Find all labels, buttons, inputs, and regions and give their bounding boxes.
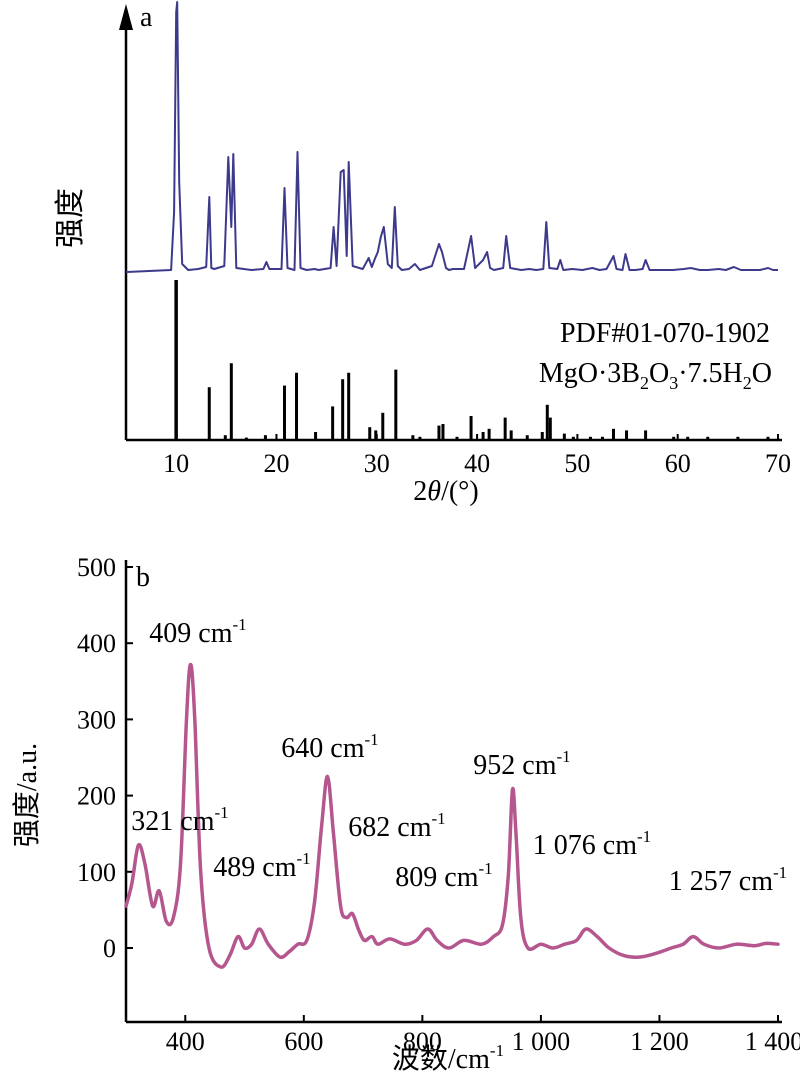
panel-b-raman-spectrum-line: [124, 662, 780, 969]
peak-annotation: 489 cm-1: [213, 849, 310, 883]
panel-b-x-tick-label: 1 400: [745, 1027, 800, 1056]
panel-a-y-axis-arrow: [119, 4, 133, 30]
peak-annotation-text: 682 cm: [348, 812, 431, 843]
peak-annotation: 409 cm-1: [149, 615, 246, 649]
panel-a-x-tick-label: 10: [163, 449, 189, 478]
panel-a-x-tick-label: 50: [564, 449, 590, 478]
peak-annotation: 809 cm-1: [395, 859, 492, 893]
panel-b-x-tick-label: 1 200: [630, 1027, 689, 1056]
peak-annotation-text: 409 cm: [149, 618, 232, 649]
phase-formula-label: MgO·3B2O3·7.5H2O: [539, 358, 772, 393]
peak-annotation: 640 cm-1: [281, 730, 378, 764]
formula-part: O: [649, 358, 669, 389]
panel-a-x-label-suffix: /(°): [441, 476, 479, 507]
panel-b-x-tick-label: 1 000: [512, 1027, 571, 1056]
panel-a-x-tick-label: 60: [665, 449, 691, 478]
peak-annotation-text: 952 cm: [473, 750, 556, 781]
peak-annotation: 321 cm-1: [131, 803, 228, 837]
panel-b-x-tick-label: 400: [166, 1027, 205, 1056]
panel-b-y-tick-label: 100: [77, 858, 116, 887]
peak-annotation-sup: -1: [297, 849, 311, 868]
panel-a: a 强度 10 20 30 40 50 60 70 2θ/(°) PDF#01-070-19…: [54, 1, 791, 507]
panel-a-y-axis-label: 强度: [54, 188, 87, 248]
panel-a-x-ticks: 10 20 30 40 50 60 70: [163, 434, 791, 478]
peak-annotation-sup: -1: [773, 863, 787, 882]
peak-annotation-sup: -1: [557, 747, 571, 766]
peak-annotation-text: 489 cm: [213, 852, 296, 883]
panel-b-y-tick-label: 200: [77, 782, 116, 811]
peak-annotation-sup: -1: [365, 730, 379, 749]
peak-annotation: 1 076 cm-1: [533, 827, 651, 861]
pdf-card-label: PDF#01-070-1902: [560, 318, 770, 349]
formula-part: MgO·3B: [539, 358, 640, 389]
panel-b-x-label-sup: -1: [490, 1041, 504, 1060]
panel-b-y-tick-label: 0: [103, 934, 116, 963]
panel-a-xrd-pattern-line: [125, 1, 778, 273]
peak-annotation: 952 cm-1: [473, 747, 570, 781]
panel-b-x-axis-label: 波数/cm-1: [392, 1041, 504, 1075]
panel-a-letter: a: [140, 2, 153, 33]
panel-b-y-tick-label: 400: [77, 629, 116, 658]
panel-b-x-tick-label: 600: [284, 1027, 323, 1056]
panel-a-x-label-prefix: 2: [413, 476, 427, 507]
peak-annotation-sup: -1: [215, 803, 229, 822]
formula-subscript: 2: [640, 373, 649, 393]
peak-annotation-sup: -1: [637, 827, 651, 846]
peak-annotation: 682 cm-1: [348, 809, 445, 843]
peak-annotation-text: 321 cm: [131, 806, 214, 837]
formula-part: O: [752, 358, 772, 389]
peak-annotation-text: 1 076 cm: [533, 830, 637, 861]
panel-a-x-axis-label: 2θ/(°): [413, 476, 478, 507]
panel-b-x-tick-label: 800: [403, 1027, 442, 1056]
peak-annotation-text: 640 cm: [281, 733, 364, 764]
panel-b-y-ticks: 0 100 200 300 400 500: [77, 553, 133, 963]
formula-part: ·7.5H: [678, 358, 743, 389]
panel-a-x-tick-label: 30: [364, 449, 390, 478]
peak-annotation-sup: -1: [432, 809, 446, 828]
panel-b-y-tick-label: 300: [77, 705, 116, 734]
panel-b-y-axis-label: 强度/a.u.: [11, 743, 43, 847]
panel-b-letter: b: [136, 562, 150, 593]
formula-subscript: 3: [669, 373, 678, 393]
panel-a-x-label-var: θ: [427, 476, 441, 507]
peak-annotation-text: 1 257 cm: [669, 866, 773, 897]
peak-annotation: 1 257 cm-1: [669, 863, 787, 897]
panel-a-x-tick-label: 40: [464, 449, 490, 478]
panel-b: b 0 100 200 300 400 500 400 600 800 1 000 1 200 1 …: [11, 553, 800, 1075]
panel-b-y-tick-label: 500: [77, 553, 116, 582]
panel-a-reference-sticks: [174, 280, 770, 440]
formula-subscript: 2: [743, 373, 752, 393]
panel-a-x-tick-label: 70: [765, 449, 791, 478]
peak-annotation-sup: -1: [479, 859, 493, 878]
panel-b-x-label-text: 波数/cm: [392, 1043, 490, 1075]
peak-annotation-text: 809 cm: [395, 862, 478, 893]
peak-annotation-sup: -1: [233, 615, 247, 634]
panel-a-x-tick-label: 20: [263, 449, 289, 478]
panel-b-x-ticks: 400 600 800 1 000 1 200 1 400: [166, 1015, 800, 1056]
